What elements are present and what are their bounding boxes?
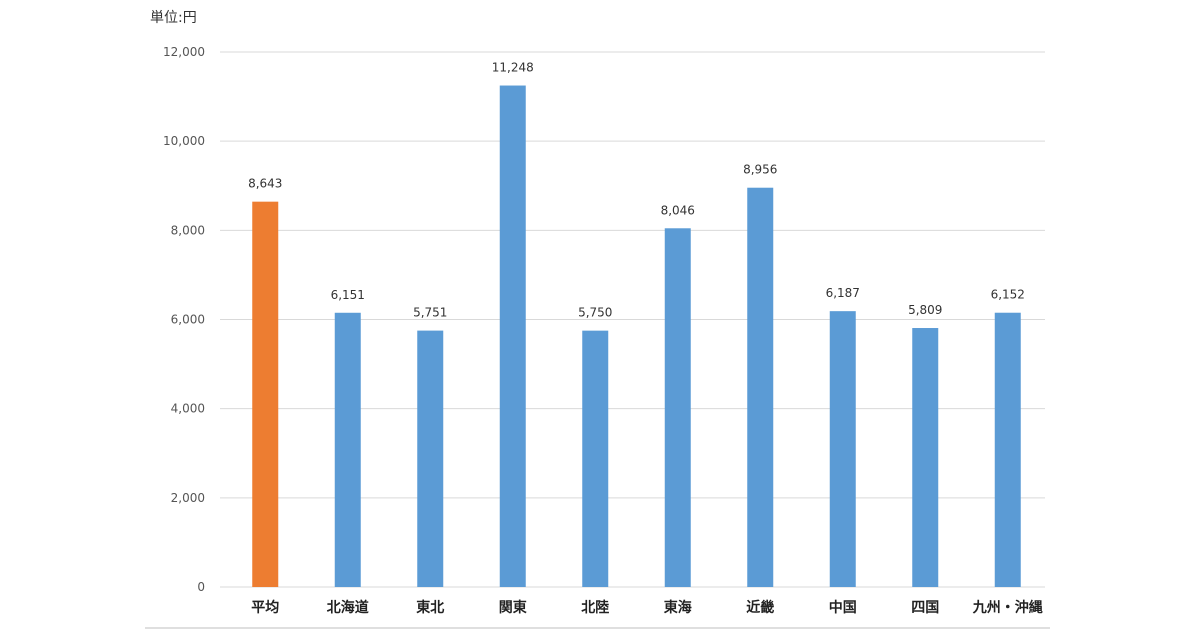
y-tick-label: 12,000 — [163, 45, 205, 59]
category-label: 九州・沖縄 — [972, 599, 1043, 616]
category-labels: 平均 北海道 東北 関東 北陸 東海 近畿 中国 四国 九州・沖縄 — [251, 599, 1043, 616]
category-label: 東北 — [416, 599, 444, 616]
y-tick-label: 4,000 — [171, 402, 205, 416]
category-label: 平均 — [251, 599, 279, 616]
bar — [582, 330, 609, 587]
bar — [664, 228, 691, 587]
bar — [994, 312, 1021, 587]
bar — [334, 312, 361, 587]
data-label: 8,643 — [248, 177, 282, 191]
data-label: 5,750 — [578, 306, 612, 320]
bar-average — [252, 201, 279, 587]
y-tick-label: 10,000 — [163, 134, 205, 148]
bar — [747, 187, 774, 587]
bar — [417, 330, 444, 587]
bar — [912, 328, 939, 587]
data-label: 5,751 — [413, 306, 447, 320]
category-label: 東海 — [664, 599, 692, 616]
category-label: 関東 — [499, 599, 527, 616]
data-label: 8,046 — [661, 203, 695, 217]
data-labels: 8,643 6,151 5,751 11,248 5,750 8,046 8,956 6,18… — [248, 61, 1025, 320]
data-label: 11,248 — [492, 61, 534, 75]
category-label: 四国 — [911, 600, 939, 616]
category-label: 近畿 — [746, 599, 774, 616]
y-tick-label: 8,000 — [171, 223, 205, 237]
y-tick-label: 0 — [197, 580, 205, 594]
unit-label: 単位:円 — [150, 10, 197, 26]
y-axis-ticks: 0 2,000 4,000 6,000 8,000 10,000 12,000 — [163, 45, 205, 594]
category-label: 北海道 — [327, 599, 369, 616]
category-label: 北陸 — [581, 599, 609, 616]
data-label: 6,152 — [991, 288, 1025, 302]
data-label: 6,151 — [331, 288, 365, 302]
data-label: 6,187 — [826, 286, 860, 300]
y-tick-label: 2,000 — [171, 491, 205, 505]
bar — [499, 85, 526, 587]
category-label: 中国 — [829, 599, 857, 616]
y-tick-label: 6,000 — [171, 313, 205, 327]
data-label: 8,956 — [743, 163, 777, 177]
data-label: 5,809 — [908, 303, 942, 317]
bars — [252, 85, 1021, 587]
bar — [829, 311, 856, 587]
